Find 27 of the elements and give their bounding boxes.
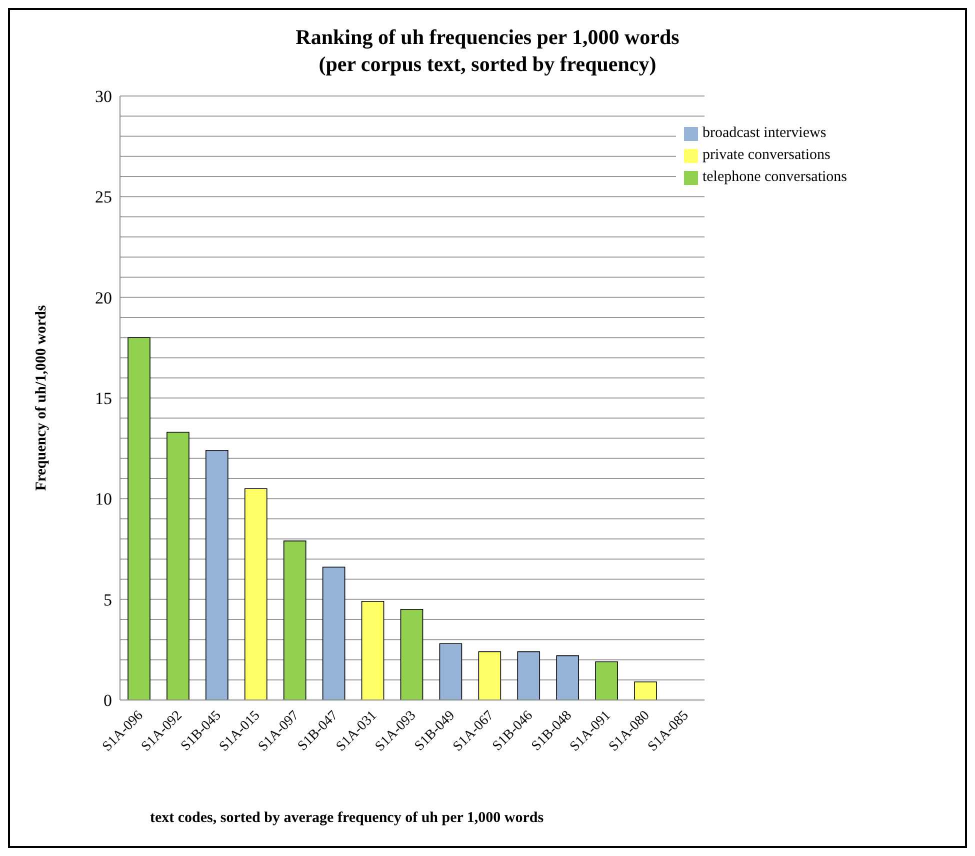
y-tick-label: 5 — [104, 590, 112, 610]
legend-label: private conversations — [702, 147, 830, 163]
legend-label: broadcast interviews — [702, 125, 826, 141]
x-axis-title: text codes, sorted by average frequency of uh per 1,000 words — [150, 810, 544, 827]
y-tick-label: 30 — [95, 87, 112, 106]
y-tick-label: 15 — [95, 389, 112, 408]
bar — [128, 337, 150, 700]
bar — [634, 681, 657, 700]
bar — [595, 661, 618, 700]
chart-title: Ranking of uh frequencies per 1,000 words (per corpus text, sorted by frequency) — [294, 24, 680, 78]
bar — [361, 600, 384, 700]
bar — [244, 488, 268, 700]
legend-label: telephone conversations — [702, 169, 847, 185]
y-tick-label: 10 — [95, 490, 112, 509]
bar — [322, 566, 346, 700]
bar — [517, 651, 540, 700]
y-tick-label: 0 — [104, 691, 112, 710]
bar — [478, 651, 502, 700]
bar — [206, 450, 228, 700]
bar — [400, 609, 424, 700]
y-axis-title: Frequency of uh/1,000 words — [33, 305, 50, 491]
bar — [166, 432, 190, 700]
bar — [556, 655, 579, 700]
bar — [283, 540, 306, 700]
bar — [439, 643, 462, 700]
y-tick-label: 25 — [95, 188, 112, 207]
y-tick-label: 20 — [95, 288, 112, 308]
